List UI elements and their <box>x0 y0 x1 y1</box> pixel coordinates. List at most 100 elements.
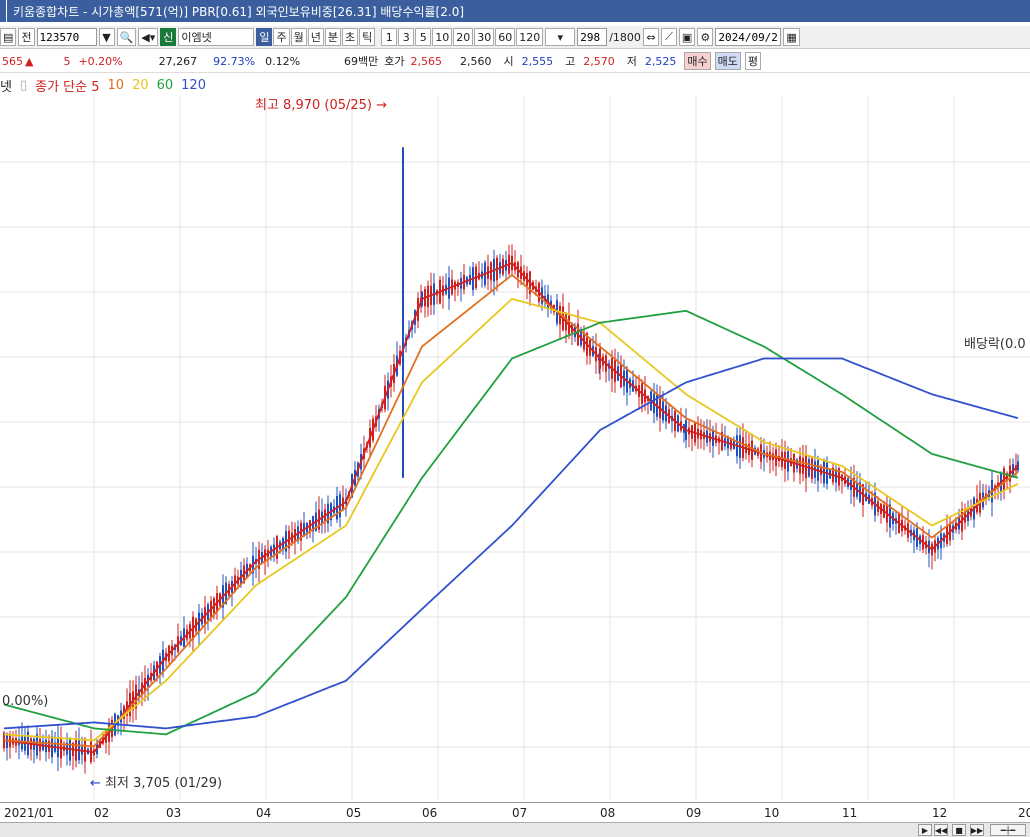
legend-prefix: 넷 <box>0 79 12 95</box>
title-bar: 키움종합차트 - 시가총액[571(억)] PBR[0.61] 외국인보유비중[… <box>0 0 1030 22</box>
x-tick-label: 11 <box>842 806 858 820</box>
x-tick-label: 12 <box>932 806 948 820</box>
turnover: 0.12% <box>265 54 301 68</box>
ma-legend: 넷 ▯ 종가 단순 5 10 20 60 120 <box>0 76 214 95</box>
price-chart[interactable] <box>0 96 1030 800</box>
high-label: 고 <box>565 55 576 68</box>
period-tab[interactable]: 초 <box>341 28 359 46</box>
trend-icon[interactable]: ⟋ <box>660 28 677 46</box>
volume: 27,267 <box>158 54 198 68</box>
stop-icon[interactable]: ■ <box>952 824 966 836</box>
x-tick-label: 03 <box>166 806 182 820</box>
sound-icon[interactable]: ◀▾ <box>138 28 159 46</box>
eval-button[interactable]: 평 <box>744 52 762 70</box>
interval-button[interactable]: 5 <box>415 28 432 46</box>
legend-ma120[interactable]: 120 <box>181 77 206 93</box>
period-tab[interactable]: 년 <box>307 28 324 46</box>
title-bar-edge <box>0 0 7 22</box>
ma-line-10 <box>3 273 1019 748</box>
ma-line-20 <box>3 297 1019 742</box>
interval-button[interactable]: 20 <box>453 28 474 46</box>
low-value: 2,525 <box>644 54 677 68</box>
new-badge: 신 <box>160 28 177 46</box>
ma-line-5 <box>3 262 1019 754</box>
rewind-icon[interactable]: ◀◀ <box>934 824 948 836</box>
change-pct: +0.20% <box>78 54 123 68</box>
date-input[interactable] <box>715 28 782 46</box>
x-axis: 2021/01 02 03 04 05 06 07 08 09 10 11 12 20 <box>0 802 1030 823</box>
interval-button[interactable]: 10 <box>432 28 453 46</box>
change-value: 5 <box>63 54 71 68</box>
zero-pct-annotation: 0.00%) <box>2 694 49 709</box>
interval-button[interactable]: 3 <box>398 28 415 46</box>
bid-price: 2,560 <box>460 54 492 68</box>
x-tick-label: 05 <box>346 806 362 820</box>
bid-label: 호가 <box>384 55 405 68</box>
period-tab[interactable]: 분 <box>324 28 341 46</box>
volume-ratio: 92.73% <box>213 54 256 68</box>
sell-button[interactable]: 매도 <box>714 52 741 70</box>
search-icon[interactable]: 🔍 <box>116 28 137 46</box>
high-annotation: 최고 8,970 (05/25) → <box>255 94 387 113</box>
window-title: 키움종합차트 - 시가총액[571(억)] PBR[0.61] 외국인보유비중[… <box>13 4 465 19</box>
x-tick-label: 2021/01 <box>4 806 54 820</box>
ma-line-60 <box>3 309 1019 736</box>
legend-ma60[interactable]: 60 <box>156 77 174 93</box>
scroll-left-button[interactable]: ▤ <box>0 28 17 46</box>
play-icon[interactable]: ▶ <box>918 824 932 836</box>
low-annotation-text: 최저 3,705 (01/29) <box>105 776 223 791</box>
ma-line-120 <box>3 357 1019 730</box>
period-tab[interactable]: 주 <box>273 28 290 46</box>
stock-name-field[interactable]: 이엠넷 <box>178 28 255 46</box>
candle-body <box>1017 461 1019 471</box>
open-value: 2,555 <box>521 54 554 68</box>
code-dropdown-icon[interactable]: ▼ <box>98 28 115 46</box>
arrow-right-icon: → <box>376 98 388 113</box>
calendar-icon[interactable]: ▦ <box>783 28 800 46</box>
settings-icon[interactable]: ⚙ <box>697 28 714 46</box>
x-tick-label: 09 <box>686 806 702 820</box>
price-value: 565 <box>2 54 23 68</box>
dividend-annotation: 배당락(0.0 <box>964 337 1026 352</box>
x-tick-label: 20 <box>1018 806 1030 820</box>
legend-ma10[interactable]: 10 <box>107 77 125 93</box>
x-tick-label: 02 <box>94 806 110 820</box>
buy-button[interactable]: 매수 <box>684 52 711 70</box>
quote-bar: 565 ▲ 5 +0.20% 27,267 92.73% 0.12% 69백만 … <box>0 50 1030 73</box>
low-label: 저 <box>626 55 637 68</box>
x-tick-label: 07 <box>512 806 528 820</box>
save-icon[interactable]: ▣ <box>678 28 696 46</box>
interval-button[interactable]: 120 <box>516 28 544 46</box>
x-tick-label: 06 <box>422 806 438 820</box>
arrow-left-icon: ← <box>90 776 101 791</box>
interval-button[interactable]: 60 <box>495 28 516 46</box>
legend-marker-icon: ▯ <box>19 77 28 93</box>
period-tab[interactable]: 틱 <box>359 28 376 46</box>
low-annotation: ← 최저 3,705 (01/29) <box>90 772 222 791</box>
legend-title[interactable]: 종가 단순 5 <box>35 79 100 95</box>
period-tab[interactable]: 월 <box>290 28 307 46</box>
crosshair-icon[interactable]: ⇔ <box>642 28 659 46</box>
x-tick-label: 08 <box>600 806 616 820</box>
chart-scrollbar[interactable]: ▶ ◀◀ ■ ▶▶ ━┼━ <box>0 822 1030 837</box>
period-tab[interactable]: 일 <box>256 28 273 46</box>
count-input[interactable] <box>577 28 608 46</box>
x-tick-label: 10 <box>764 806 780 820</box>
mode-button[interactable]: 전 <box>18 28 35 46</box>
interval-buttons: 1 3 5 10 20 30 60 120 <box>381 28 544 46</box>
stock-code-input[interactable] <box>36 28 97 46</box>
forward-icon[interactable]: ▶▶ <box>970 824 984 836</box>
legend-ma20[interactable]: 20 <box>132 77 149 93</box>
open-label: 시 <box>503 55 514 68</box>
x-tick-label: 04 <box>256 806 272 820</box>
interval-dropdown[interactable]: ▾ <box>545 28 576 46</box>
high-value: 2,570 <box>583 54 615 68</box>
amount: 69백만 <box>344 55 379 68</box>
zoom-icon[interactable]: ━┼━ <box>990 824 1026 836</box>
ask-price: 2,565 <box>410 54 443 68</box>
change-arrow: ▲ <box>25 54 34 68</box>
interval-button[interactable]: 30 <box>474 28 495 46</box>
interval-button[interactable]: 1 <box>381 28 398 46</box>
